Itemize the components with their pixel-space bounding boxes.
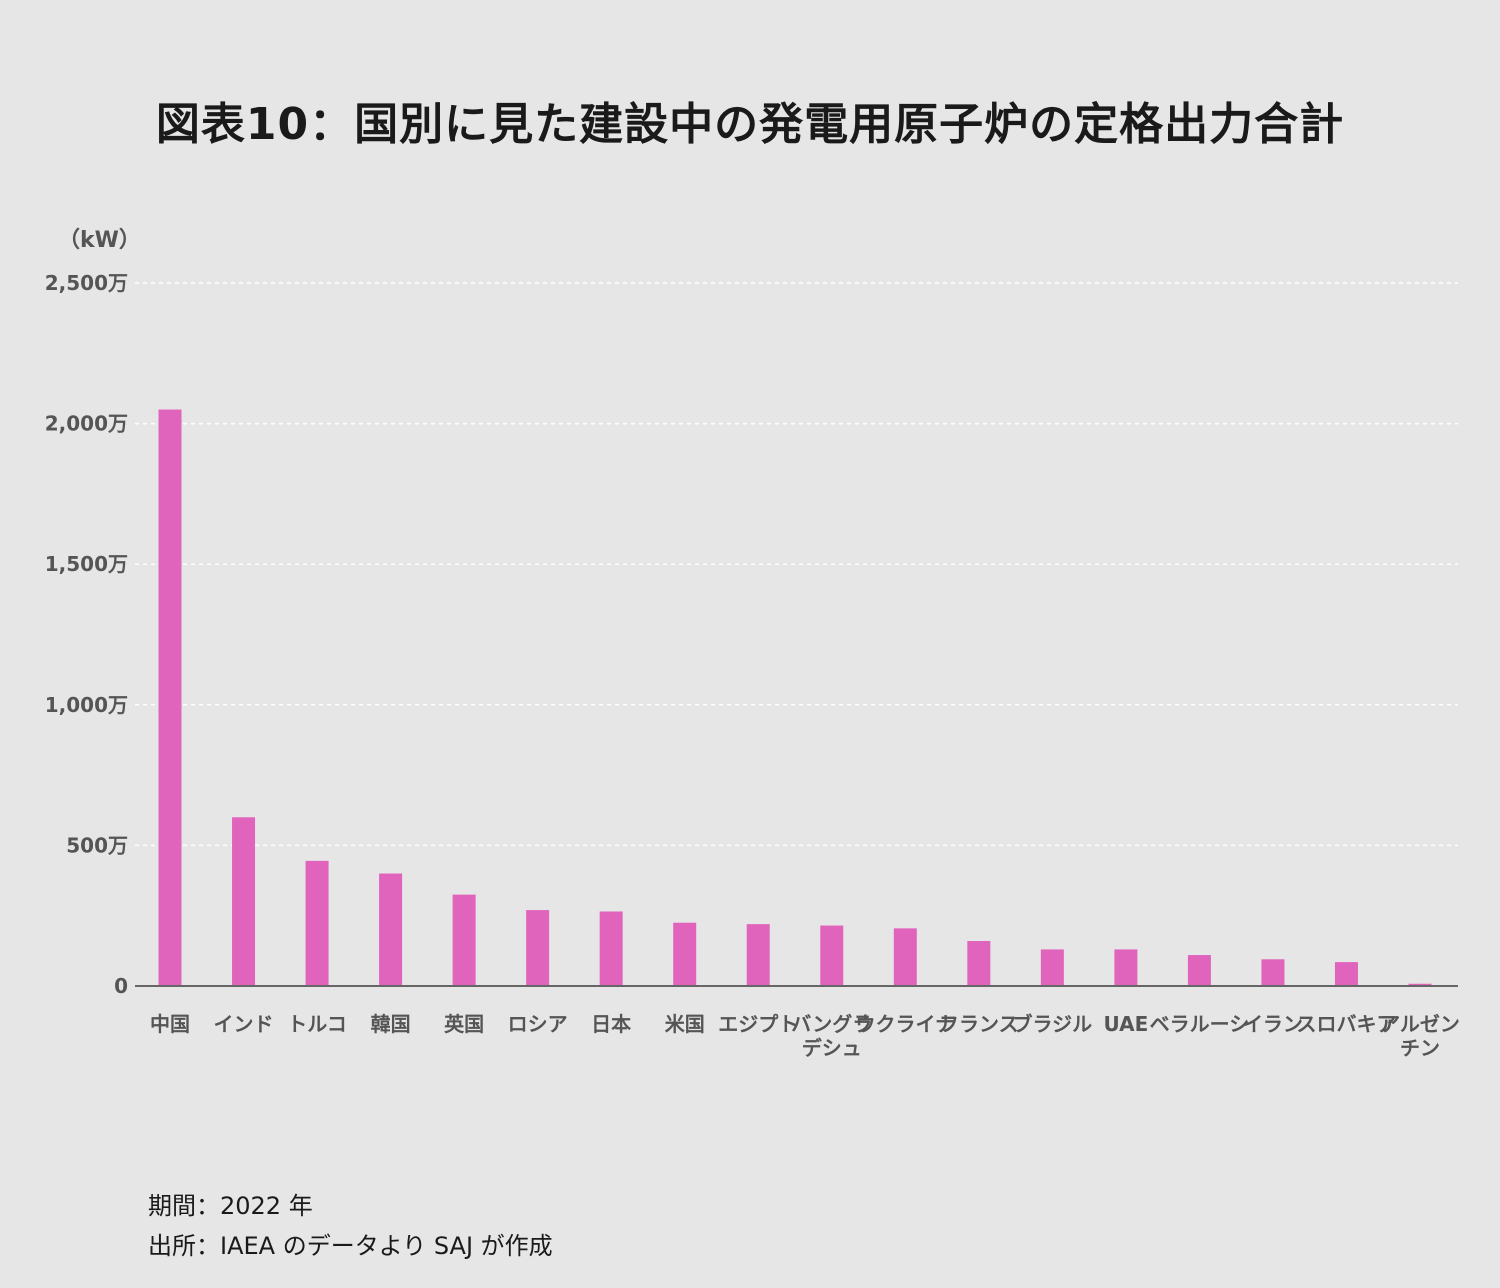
bar (1114, 949, 1138, 986)
x-category-label: 米国 (665, 1012, 705, 1036)
bar (599, 911, 623, 986)
x-category-label: フランス (939, 1012, 1019, 1036)
bar (1261, 959, 1285, 986)
bar (232, 817, 256, 986)
y-tick-label: 0 (114, 974, 128, 998)
bar (526, 910, 550, 986)
bar (673, 922, 697, 986)
source-note: 出所：IAEA のデータより SAJ が作成 (148, 1232, 553, 1260)
bar (1408, 983, 1432, 986)
x-category-label: ロシア (508, 1012, 568, 1036)
x-category-label: ベラルーシ (1150, 1012, 1250, 1036)
x-category-label: UAE (1103, 1012, 1148, 1036)
y-tick-label: 1,500万 (45, 552, 128, 576)
y-tick-label: 2,000万 (45, 412, 128, 436)
x-category-label: チン (1400, 1036, 1440, 1060)
bar (305, 860, 329, 986)
x-category-label: アルゼン (1380, 1012, 1460, 1036)
bar (967, 941, 991, 986)
x-category-label: デシュ (802, 1036, 862, 1060)
bar (1187, 955, 1211, 986)
x-category-label: 日本 (591, 1012, 631, 1036)
y-tick-label: 500万 (66, 833, 128, 857)
bar (893, 928, 917, 986)
x-category-label: トルコ (287, 1012, 347, 1036)
chart-title: 図表10：国別に見た建設中の発電用原子炉の定格出力合計 (155, 99, 1345, 150)
x-category-label: バングラ (791, 1012, 872, 1036)
bar (820, 925, 844, 986)
y-tick-label: 2,500万 (45, 271, 128, 295)
bar (1334, 962, 1358, 986)
period-note: 期間：2022 年 (148, 1192, 313, 1220)
bar (452, 894, 476, 986)
x-category-label: イラン (1243, 1012, 1303, 1036)
x-category-label: エジプト (718, 1012, 798, 1036)
x-category-label: 韓国 (371, 1012, 411, 1036)
bar (379, 873, 403, 986)
bar (158, 409, 182, 986)
bar (1040, 949, 1064, 986)
x-category-label: ブラジル (1013, 1012, 1093, 1036)
y-tick-label: 1,000万 (45, 693, 128, 717)
x-category-label: 英国 (444, 1012, 484, 1036)
y-axis-unit-label: （kW） (58, 228, 141, 253)
x-category-label: スロバキア (1296, 1012, 1396, 1036)
bar (746, 924, 770, 986)
x-category-label: 中国 (150, 1012, 190, 1036)
x-category-label: ウクライナ (855, 1012, 955, 1036)
x-category-label: インド (214, 1012, 274, 1036)
